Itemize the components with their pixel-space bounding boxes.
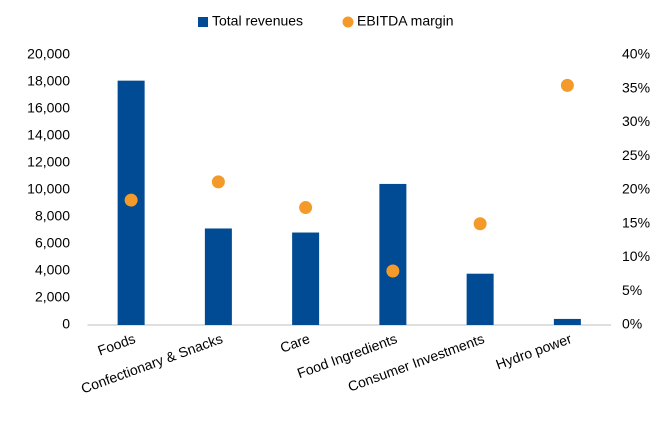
legend-label: Total revenues: [212, 13, 303, 29]
y-tick-label: 2,000: [35, 289, 70, 305]
y2-tick-label: 20%: [622, 181, 650, 197]
dot: [386, 264, 400, 278]
x-tick-label: Confectionary & Snacks: [79, 330, 225, 396]
bar: [204, 228, 232, 325]
dot: [211, 175, 225, 189]
y-tick-label: 20,000: [27, 46, 70, 62]
dot: [560, 78, 574, 92]
bar: [379, 183, 407, 325]
legend-swatch: [198, 17, 208, 27]
y-tick-label: 4,000: [35, 262, 70, 278]
y2-tick-label: 30%: [622, 113, 650, 129]
dot: [124, 193, 138, 207]
dot: [473, 217, 487, 231]
y-tick-label: 12,000: [27, 154, 70, 170]
bar: [466, 273, 494, 325]
y2-tick-label: 0%: [622, 316, 642, 332]
y-tick-label: 16,000: [27, 100, 70, 116]
bar: [292, 232, 320, 325]
x-tick-label: Care: [278, 330, 312, 355]
y2-tick-label: 40%: [622, 46, 650, 62]
y-tick-label: 10,000: [27, 181, 70, 197]
y2-tick-label: 10%: [622, 248, 650, 264]
y-tick-label: 6,000: [35, 235, 70, 251]
y2-tick-label: 25%: [622, 147, 650, 163]
y2-tick-label: 15%: [622, 214, 650, 230]
y-tick-label: 8,000: [35, 208, 70, 224]
y-tick-label: 0: [62, 316, 70, 332]
dot: [299, 201, 313, 215]
y-tick-label: 18,000: [27, 73, 70, 89]
legend-label: EBITDA margin: [357, 13, 453, 29]
legend-swatch: [342, 16, 354, 28]
y2-tick-label: 35%: [622, 79, 650, 95]
x-tick-label: Hydro power: [494, 330, 574, 372]
x-tick-label: Foods: [95, 330, 137, 358]
y-tick-label: 14,000: [27, 127, 70, 143]
bar: [553, 318, 581, 325]
y2-tick-label: 5%: [622, 282, 642, 298]
